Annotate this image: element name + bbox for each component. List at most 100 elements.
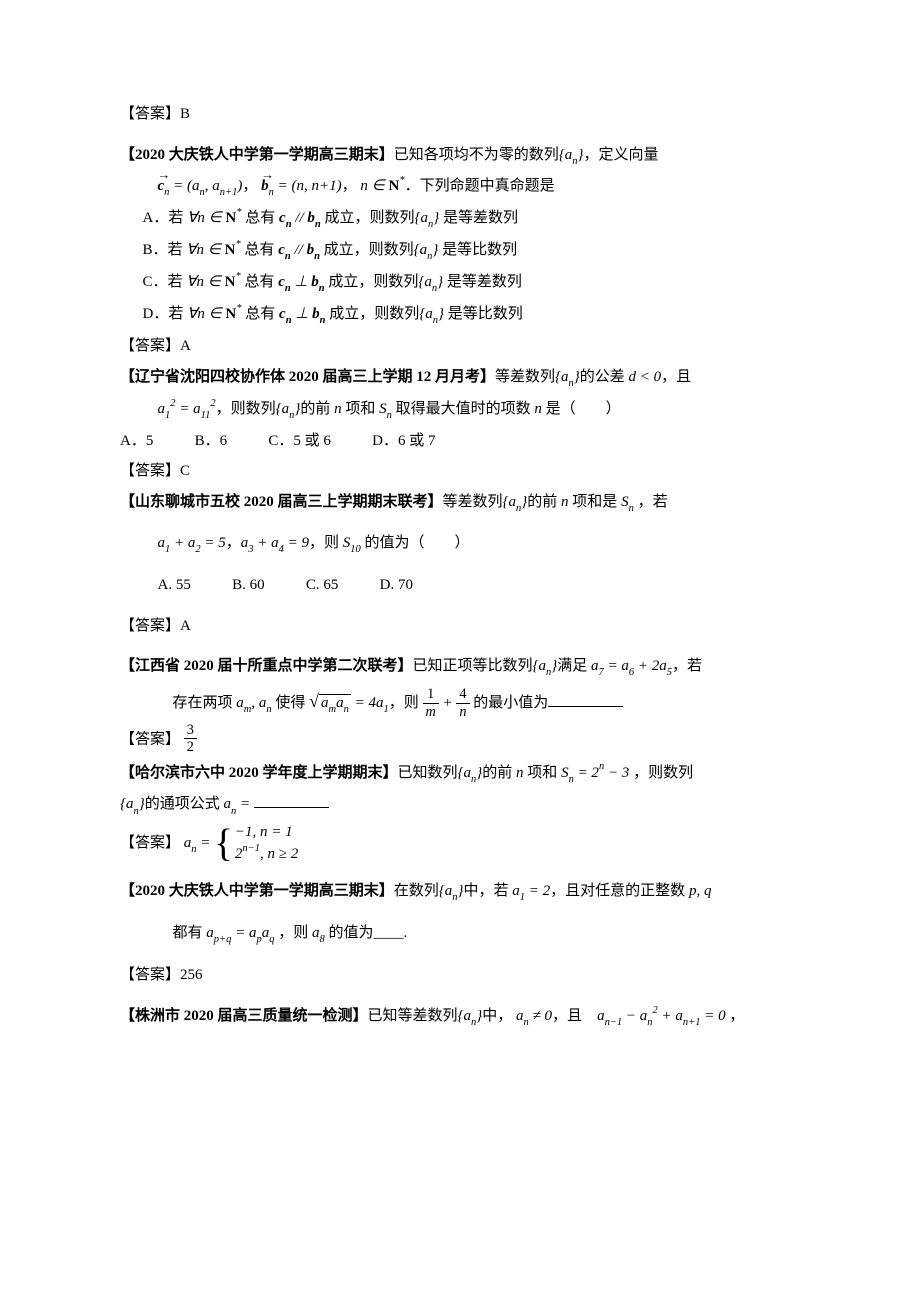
q1-defs: cn = (an, an+1)， bn = (n, n+1)， n ∈ N*．下… [120,172,800,202]
q2-l2e: 是（ ） [546,401,621,417]
ans4-label: 【答案】 [120,731,180,747]
q7-t3: ，且 [552,1008,582,1024]
q4-l2a: 存在两项 [173,695,233,711]
q3-source: 【山东聊城市五校 2020 届高三上学期期末联考】 [120,494,443,510]
q3-optD: D. 70 [380,571,413,600]
q2-line2: a12 = a112，则数列{an}的前 n 项和 Sn 取得最大值时的项数 n… [120,395,800,425]
frac32-den: 2 [184,739,197,756]
q6-line2: 都有 ap+q = apaq ，则 a8 的值为____. [120,919,800,949]
q1-optC-end: 是等差数列 [447,274,522,290]
q2-l2c: 项和 [345,401,375,417]
q3-t3: 项和是 [572,494,617,510]
q3-line2: a1 + a2 = 5，a3 + a4 = 9，则 S10 的值为（ ） [120,529,800,559]
q1-optD: D．若 ∀n ∈ N* 总有 cn ⊥ bn 成立，则数列{an} 是等比数列 [120,300,800,330]
q3-t4: ，若 [638,494,668,510]
frac-4n-num: 4 [456,687,469,704]
q1-optB-prefix: B．若 [143,242,183,258]
q2-l2d: 取得最大值时的项数 [396,401,531,417]
q2-optC: C．5 或 6 [268,427,331,456]
q5-source: 【哈尔滨市六中 2020 学年度上学期期末】 [120,765,398,781]
q1-optB-mid: 总有 [244,242,274,258]
q3-optC: C. 65 [306,571,339,600]
q4-t2: 满足 [557,658,587,674]
q5-t1: 已知数列 [398,765,458,781]
q6-l2a: 都有 [173,925,203,941]
q1-optD-prefix: D．若 [143,306,184,322]
blank-1 [548,691,623,707]
blank-2 [254,792,329,808]
q1-stem-text: 已知各项均不为零的数列 [394,147,559,163]
q5-t3: 项和 [527,765,557,781]
q4-stem: 【江西省 2020 届十所重点中学第二次联考】已知正项等比数列{an}满足 a7… [120,652,800,682]
q3-t1: 等差数列 [443,494,503,510]
q2-l2a: ，则数列 [216,401,276,417]
q3-l2c: 的值为（ ） [365,535,470,551]
q1-optC-mid: 总有 [244,274,274,290]
q4-l2c: ，则 [389,695,419,711]
q4-l2d: 的最小值为 [473,695,548,711]
q1-optC-prefix: C．若 [143,274,183,290]
q1-optA-mid: 总有 [245,210,275,226]
q2-stem: 【辽宁省沈阳四校协作体 2020 届高三上学期 12 月月考】等差数列{an}的… [120,363,800,393]
q3-optA: A. 55 [158,571,191,600]
q3-optB: B. 60 [232,571,265,600]
q3-l2a: ， [226,535,241,551]
q3-options: A. 55 B. 60 C. 65 D. 70 [120,571,800,600]
q1-stem: 【2020 大庆铁人中学第一学期高三期末】已知各项均不为零的数列{an}，定义向… [120,141,800,171]
q2-optB: B．6 [195,427,228,456]
q5-t4: ，则数列 [633,765,693,781]
frac32-num: 3 [184,723,197,740]
answer-6: 【答案】256 [120,961,800,990]
q2-optD: D．6 或 7 [372,427,435,456]
q7-t1: 已知等差数列 [368,1008,458,1024]
answer-2: 【答案】C [120,457,800,486]
q5-t2: 的前 [482,765,512,781]
ans5-label: 【答案】 [120,835,180,851]
q2-t1: 等差数列 [495,369,555,385]
q1-source: 【2020 大庆铁人中学第一学期高三期末】 [120,147,394,163]
q1-optA: A．若 ∀n ∈ N* 总有 cn // bn 成立，则数列{an} 是等差数列 [120,204,800,234]
q1-optB-end: 是等比数列 [442,242,517,258]
q1-optA-tail: 成立，则数列 [324,210,414,226]
answer-3: 【答案】A [120,612,800,641]
set-an: {an} [559,147,584,163]
frac-4n-den: n [459,704,466,720]
q2-t2: 的公差 [580,369,625,385]
q6-t2: 中，若 [464,883,509,899]
answer-5: 【答案】 an = { −1, n = 1 2n−1, n ≥ 2 [120,822,800,865]
q2-options: A．5 B．6 C．5 或 6 D．6 或 7 [120,427,800,456]
q5-stem: 【哈尔滨市六中 2020 学年度上学期期末】已知数列{an}的前 n 项和 Sn… [120,759,800,789]
q1-optB: B．若 ∀n ∈ N* 总有 cn // bn 成立，则数列{an} 是等比数列 [120,236,800,266]
q1-optD-mid: 总有 [245,306,275,322]
q2-l2b: 的前 [300,401,330,417]
q6-t3: ，且对任意的正整数 [550,883,685,899]
q1-optB-tail: 成立，则数列 [324,242,414,258]
q4-t3: ，若 [672,658,702,674]
q5-line2: {an}的通项公式 an = [120,790,800,820]
q1-defs-suffix: ．下列命题中真命题是 [405,178,555,194]
q7-source: 【株洲市 2020 届高三质量统一检测】 [120,1008,368,1024]
q7-stem: 【株洲市 2020 届高三质量统一检测】已知等差数列{an}中， an ≠ 0，… [120,1002,800,1032]
q1-optD-end: 是等比数列 [448,306,523,322]
q3-stem: 【山东聊城市五校 2020 届高三上学期期末联考】等差数列{an}的前 n 项和… [120,488,800,518]
q1-optA-prefix: A．若 [143,210,184,226]
answer-4: 【答案】 32 [120,723,800,757]
q4-l2b: 使得 [275,695,305,711]
frac-1m-den: m [426,704,436,720]
q7-t2: 中， [482,1008,512,1024]
q2-source: 【辽宁省沈阳四校协作体 2020 届高三上学期 12 月月考】 [120,369,495,385]
q6-l2b: ，则 [278,925,308,941]
q3-t2: 的前 [527,494,557,510]
q1-stem-text2: ，定义向量 [584,147,659,163]
q1-optD-tail: 成立，则数列 [329,306,419,322]
q2-optA: A．5 [120,427,153,456]
q6-source: 【2020 大庆铁人中学第一学期高三期末】 [120,883,394,899]
q1-optC-tail: 成立，则数列 [328,274,418,290]
q4-source: 【江西省 2020 届十所重点中学第二次联考】 [120,658,413,674]
q4-t1: 已知正项等比数列 [413,658,533,674]
frac-1m-num: 1 [423,687,439,704]
answer-0: 【答案】B [120,100,800,129]
answer-1: 【答案】A [120,332,800,361]
q5-l2a: 的通项公式 [145,796,220,812]
q3-l2b: ，则 [309,535,339,551]
